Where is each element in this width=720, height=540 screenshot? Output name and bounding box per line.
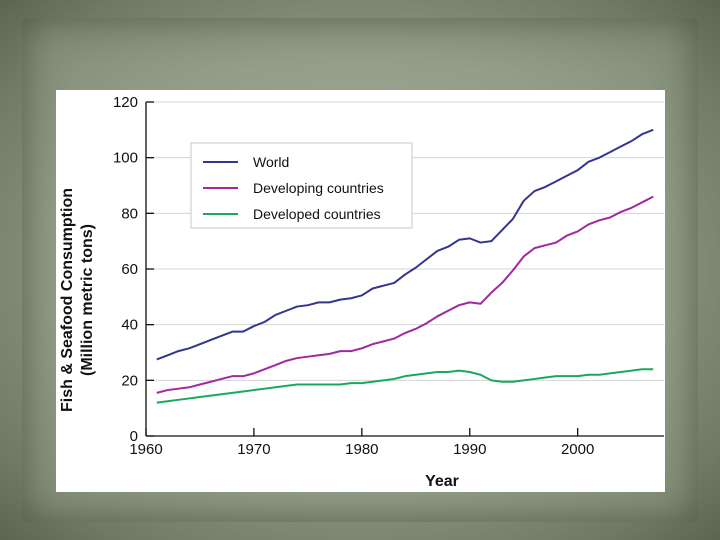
y-axis-title-line1: Fish & Seafood Consumption bbox=[59, 188, 76, 412]
series-line-developed-countries bbox=[156, 368, 654, 404]
x-tick-label: 2000 bbox=[561, 441, 594, 458]
x-tick-label: 1990 bbox=[453, 441, 486, 458]
chart-panel: 0 20 40 60 80 100 120 1960 1970 1980 1990 2000 Worl… bbox=[56, 90, 665, 492]
y-tick-label: 100 bbox=[113, 150, 138, 167]
ticks: 0 20 40 60 80 100 120 1960 1970 1980 1990 2000 bbox=[113, 94, 594, 458]
y-tick-label: 80 bbox=[121, 205, 138, 222]
y-tick-label: 0 bbox=[130, 428, 138, 445]
y-tick-label: 20 bbox=[121, 372, 138, 389]
series-lines bbox=[156, 128, 654, 404]
y-tick-label: 120 bbox=[113, 94, 138, 111]
x-axis-title: Year bbox=[425, 473, 459, 490]
legend-label-developing: Developing countries bbox=[253, 180, 384, 196]
legend-label-developed: Developed countries bbox=[253, 206, 381, 222]
x-tick-label: 1980 bbox=[345, 441, 378, 458]
y-tick-label: 40 bbox=[121, 317, 138, 334]
legend-label-world: World bbox=[253, 154, 289, 170]
legend: World Developing countries Developed cou… bbox=[190, 142, 413, 229]
y-axis-title-line2: (Million metric tons) bbox=[79, 224, 96, 376]
x-tick-label: 1970 bbox=[237, 441, 270, 458]
series-line-world bbox=[156, 128, 654, 361]
x-tick-label: 1960 bbox=[129, 441, 162, 458]
y-tick-label: 60 bbox=[121, 261, 138, 278]
series-line-developing-countries bbox=[156, 195, 654, 394]
line-chart: 0 20 40 60 80 100 120 1960 1970 1980 1990 2000 Worl… bbox=[59, 94, 664, 490]
